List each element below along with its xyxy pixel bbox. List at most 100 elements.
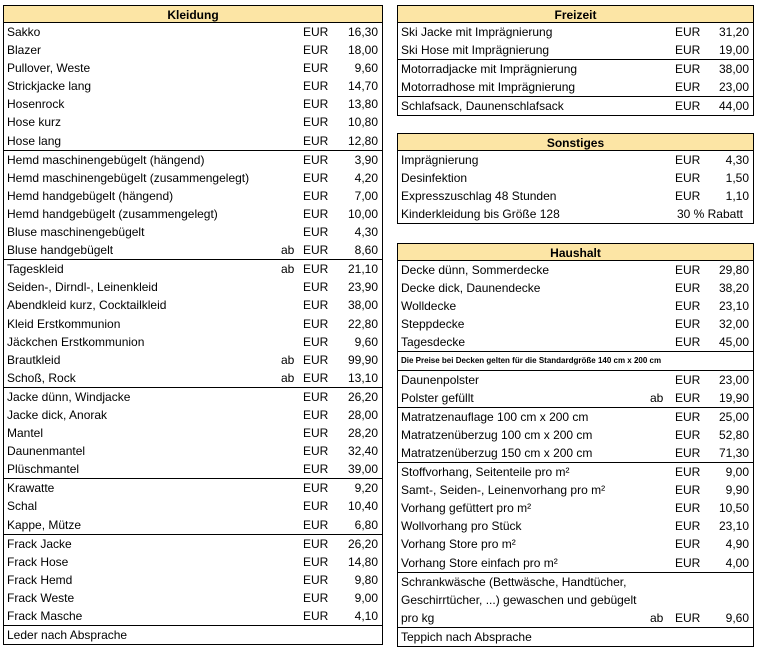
price-row: Matratzenauflage 100 cm x 200 cm EUR 25,00 [398, 408, 753, 426]
price-section: Freizeit Ski Jacke mit Imprägnierung EUR 31… [397, 5, 754, 117]
item-name: Hosenrock [7, 97, 65, 112]
price-row: Sakko EUR 16,30 [4, 23, 382, 41]
price-row: Decke dick, Daunendecke EUR 38,20 [398, 279, 753, 297]
item-name: Daunenmantel [7, 444, 86, 459]
price-row: Teppich nach Absprache [398, 628, 753, 646]
price-row: Stoffvorhang, Seitenteile pro m² EUR 9,00 [398, 463, 753, 481]
currency: EUR [675, 62, 701, 77]
price-row: Expresszuschlag 48 Stunden EUR 1,10 [398, 187, 753, 205]
item-name: Frack Weste [7, 590, 75, 605]
price-row: Vorhang Store pro m² EUR 4,90 [398, 535, 753, 553]
currency: EUR [675, 555, 701, 570]
item-name: Wolldecke [401, 299, 457, 314]
price-row: Abendkleid kurz, Cocktailkleid EUR 38,00 [4, 296, 382, 314]
price: 9,20 [354, 481, 378, 496]
row-group: Sakko EUR 16,30 Blazer EUR 18,00 Pullover, Wes… [3, 22, 383, 151]
price: 19,90 [718, 390, 749, 405]
price: 9,00 [354, 590, 378, 605]
price-row: Hemd maschinengebügelt (zusammengelegt) E… [4, 169, 382, 187]
item-name: Steppdecke [401, 317, 465, 332]
price-section: Sonstiges Imprägnierung EUR 4,30 Desinfektio… [397, 133, 754, 225]
item-name: Leder nach Absprache [7, 628, 128, 643]
price: 4,10 [354, 609, 378, 623]
remark: 30 % Rabatt [676, 207, 743, 222]
item-name: Hose kurz [7, 115, 62, 130]
currency: EUR [303, 188, 329, 203]
currency: EUR [303, 79, 329, 94]
currency: EUR [675, 317, 701, 332]
item-name: Polster gefüllt [401, 390, 474, 405]
price: 19,00 [718, 43, 749, 58]
row-group: Imprägnierung EUR 4,30 Desinfektion EUR 1,50 E… [397, 150, 754, 225]
price: 13,80 [347, 97, 378, 112]
price-prefix: ab [650, 390, 664, 405]
price-row: Wollvorhang pro Stück EUR 23,10 [398, 517, 753, 535]
price: 29,80 [718, 263, 749, 277]
row-group: Decke dünn, Sommerdecke EUR 29,80 Decke dic… [397, 260, 754, 353]
item-name: Vorhang Store einfach pro m² [401, 555, 558, 570]
item-name: Vorhang gefüttert pro m² [401, 501, 532, 516]
price: 14,70 [347, 79, 378, 94]
item-name: Sakko [7, 25, 41, 39]
currency: EUR [303, 243, 329, 258]
price-row: Schrankwäsche (Bettwäsche, Handtücher, [398, 573, 753, 591]
item-name: Schrankwäsche (Bettwäsche, Handtücher, [401, 574, 627, 589]
price: 4,30 [725, 153, 749, 167]
currency: EUR [675, 335, 701, 350]
price: 31,20 [718, 25, 749, 39]
item-name: Motorradhose mit Imprägnierung [401, 80, 576, 95]
currency: EUR [675, 263, 701, 277]
price: 4,00 [725, 555, 749, 570]
item-name: Schlafsack, Daunenschlafsack [401, 99, 564, 114]
row-group: Tageskleid ab EUR 21,10 Seiden-, Dirndl-, Le… [3, 259, 383, 388]
item-name: Brautkleid [7, 352, 61, 367]
item-name: Mantel [7, 426, 44, 441]
item-name: Expresszuschlag 48 Stunden [401, 189, 557, 204]
row-group: Matratzenauflage 100 cm x 200 cm EUR 25,00… [397, 406, 754, 464]
note: Die Preise bei Decken gelten für die Sta… [401, 356, 662, 366]
price-row: Seiden-, Dirndl-, Leinenkleid EUR 23,90 [4, 278, 382, 296]
currency: EUR [303, 499, 329, 514]
price: 1,10 [725, 189, 749, 204]
currency: EUR [303, 536, 329, 551]
price: 39,00 [347, 462, 378, 477]
item-name: Samt-, Seiden-, Leinenvorhang pro m² [401, 483, 606, 498]
currency: EUR [675, 299, 701, 314]
item-name: Vorhang Store pro m² [401, 537, 516, 552]
currency: EUR [303, 426, 329, 441]
item-name: Imprägnierung [401, 153, 479, 167]
price-row: Hemd handgebügelt (hängend) EUR 7,00 [4, 187, 382, 205]
item-name: Jacke dick, Anorak [7, 407, 108, 422]
price-row: Polster gefüllt ab EUR 19,90 [398, 389, 753, 407]
item-name: Desinfektion [401, 171, 468, 186]
price-row: Leder nach Absprache [4, 626, 382, 644]
item-name: Strickjacke lang [7, 79, 92, 94]
item-name: Hose lang [7, 133, 62, 148]
item-name: Decke dünn, Sommerdecke [401, 263, 550, 277]
price-section: Kleidung Sakko EUR 16,30 Blazer EUR 18,00 Pullo… [3, 5, 383, 646]
price-row: Schoß, Rock ab EUR 13,10 [4, 369, 382, 387]
item-name: Schoß, Rock [7, 370, 76, 385]
price-row: Hose lang EUR 12,80 [4, 132, 382, 150]
currency: EUR [303, 407, 329, 422]
price: 10,50 [718, 501, 749, 516]
price-row: Hose kurz EUR 10,80 [4, 113, 382, 131]
currency: EUR [675, 153, 701, 167]
item-name: Schal [7, 499, 38, 514]
price-row: Frack Masche EUR 4,10 [4, 607, 382, 625]
price-row: Tageskleid ab EUR 21,10 [4, 260, 382, 278]
price-row: Bluse maschinengebügelt EUR 4,30 [4, 223, 382, 241]
price: 9,90 [725, 483, 749, 498]
price: 9,00 [725, 465, 749, 480]
currency: EUR [303, 225, 329, 240]
price-row: Steppdecke EUR 32,00 [398, 315, 753, 333]
item-name: Tagesdecke [401, 335, 466, 350]
row-group: Schrankwäsche (Bettwäsche, Handtücher, Ge… [397, 571, 754, 628]
item-name: Pullover, Weste [7, 61, 91, 76]
item-name: Matratzenüberzug 100 cm x 200 cm [401, 427, 593, 442]
row-group: Frack Jacke EUR 26,20 Frack Hose EUR 14,80 Fra… [3, 533, 383, 627]
price: 44,00 [718, 99, 749, 114]
price: 21,10 [347, 262, 378, 277]
price-row: Kinderkleidung bis Größe 128 30 % Rabatt [398, 205, 753, 223]
price: 10,80 [347, 115, 378, 130]
